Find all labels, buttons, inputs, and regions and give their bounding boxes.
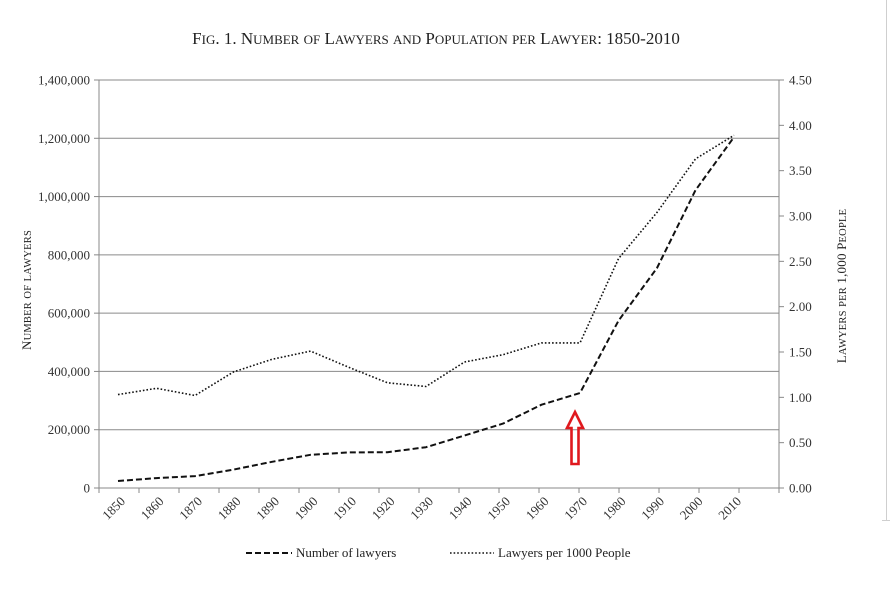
x-tick-label: 1880 xyxy=(215,494,244,523)
y-right-tick-label: 0.00 xyxy=(789,481,812,496)
legend: Number of lawyers Lawyers per 1000 People xyxy=(246,545,631,560)
x-tick-label: 1890 xyxy=(253,494,282,523)
x-tick-label: 1950 xyxy=(484,494,513,523)
series-number-of-lawyers xyxy=(117,136,735,482)
legend-label-lawyers-per-1000: Lawyers per 1000 People xyxy=(498,545,631,560)
x-tick-label: 1960 xyxy=(523,494,552,523)
y-left-tick-label: 200,000 xyxy=(48,422,90,437)
y-right-tick-label: 3.50 xyxy=(789,163,812,178)
x-tick-label: 1970 xyxy=(561,494,590,523)
x-tick-label: 2010 xyxy=(715,494,744,523)
x-tick-label: 1940 xyxy=(446,494,475,523)
x-tick-label: 1910 xyxy=(330,494,359,523)
series-lines xyxy=(117,134,735,482)
y-right-tick-label: 4.50 xyxy=(789,73,812,88)
edge-divider-tick xyxy=(882,520,890,521)
y-left-tick-label: 800,000 xyxy=(48,247,90,262)
x-tick-labels: 1850 1860 1870 1880 1890 1900 1910 1920 1930 1940… xyxy=(99,494,744,523)
x-tick-label: 1900 xyxy=(292,494,321,523)
edge-divider xyxy=(886,0,887,520)
x-tick-label: 1990 xyxy=(638,494,667,523)
y-left-tick-label: 1,400,000 xyxy=(38,73,90,88)
grid-lines xyxy=(99,79,779,431)
series-lawyers-per-1000 xyxy=(117,134,735,397)
y-left-tick-label: 1,000,000 xyxy=(38,189,90,204)
chart-title: FIG. 1. NUMBER OF LAWYERS AND POPULATION… xyxy=(192,29,680,48)
y-right-axis-label: LAWYERS PER 1,000 PEOPLE xyxy=(834,209,849,363)
legend-label-number-of-lawyers: Number of lawyers xyxy=(296,545,396,560)
y-right-tick-label: 2.50 xyxy=(789,254,812,269)
y-right-tick-label: 3.00 xyxy=(789,209,812,224)
y-right-tick-label: 1.00 xyxy=(789,390,812,405)
x-tick-label: 1920 xyxy=(369,494,398,523)
y-right-tick-label: 0.50 xyxy=(789,435,812,450)
y-left-tick-labels: 0 200,000 400,000 600,000 800,000 1,000,000 1,… xyxy=(38,73,90,496)
y-left-tick-label: 600,000 xyxy=(48,306,90,321)
y-left-axis-label: NUMBER OF LAWYERS xyxy=(19,230,34,350)
x-tick-label: 1870 xyxy=(176,494,205,523)
y-right-tick-label: 4.00 xyxy=(789,118,812,133)
y-left-tick-label: 400,000 xyxy=(48,364,90,379)
x-tick-label: 1930 xyxy=(407,494,436,523)
x-tick-label: 1850 xyxy=(99,494,128,523)
x-tick-label: 1980 xyxy=(600,494,629,523)
x-tick-label: 2000 xyxy=(677,494,706,523)
x-tick-label: 1860 xyxy=(138,494,167,523)
y-left-tick-label: 0 xyxy=(84,481,91,496)
y-right-tick-label: 1.50 xyxy=(789,345,812,360)
red-arrow-annotation xyxy=(564,409,586,466)
y-right-tick-label: 2.00 xyxy=(789,299,812,314)
y-left-tick-label: 1,200,000 xyxy=(38,131,90,146)
y-right-tick-labels: 0.00 0.50 1.00 1.50 2.00 2.50 3.00 3.50 4.00 4.50 xyxy=(789,73,812,496)
red-arrow xyxy=(564,409,586,466)
axes xyxy=(94,79,784,493)
